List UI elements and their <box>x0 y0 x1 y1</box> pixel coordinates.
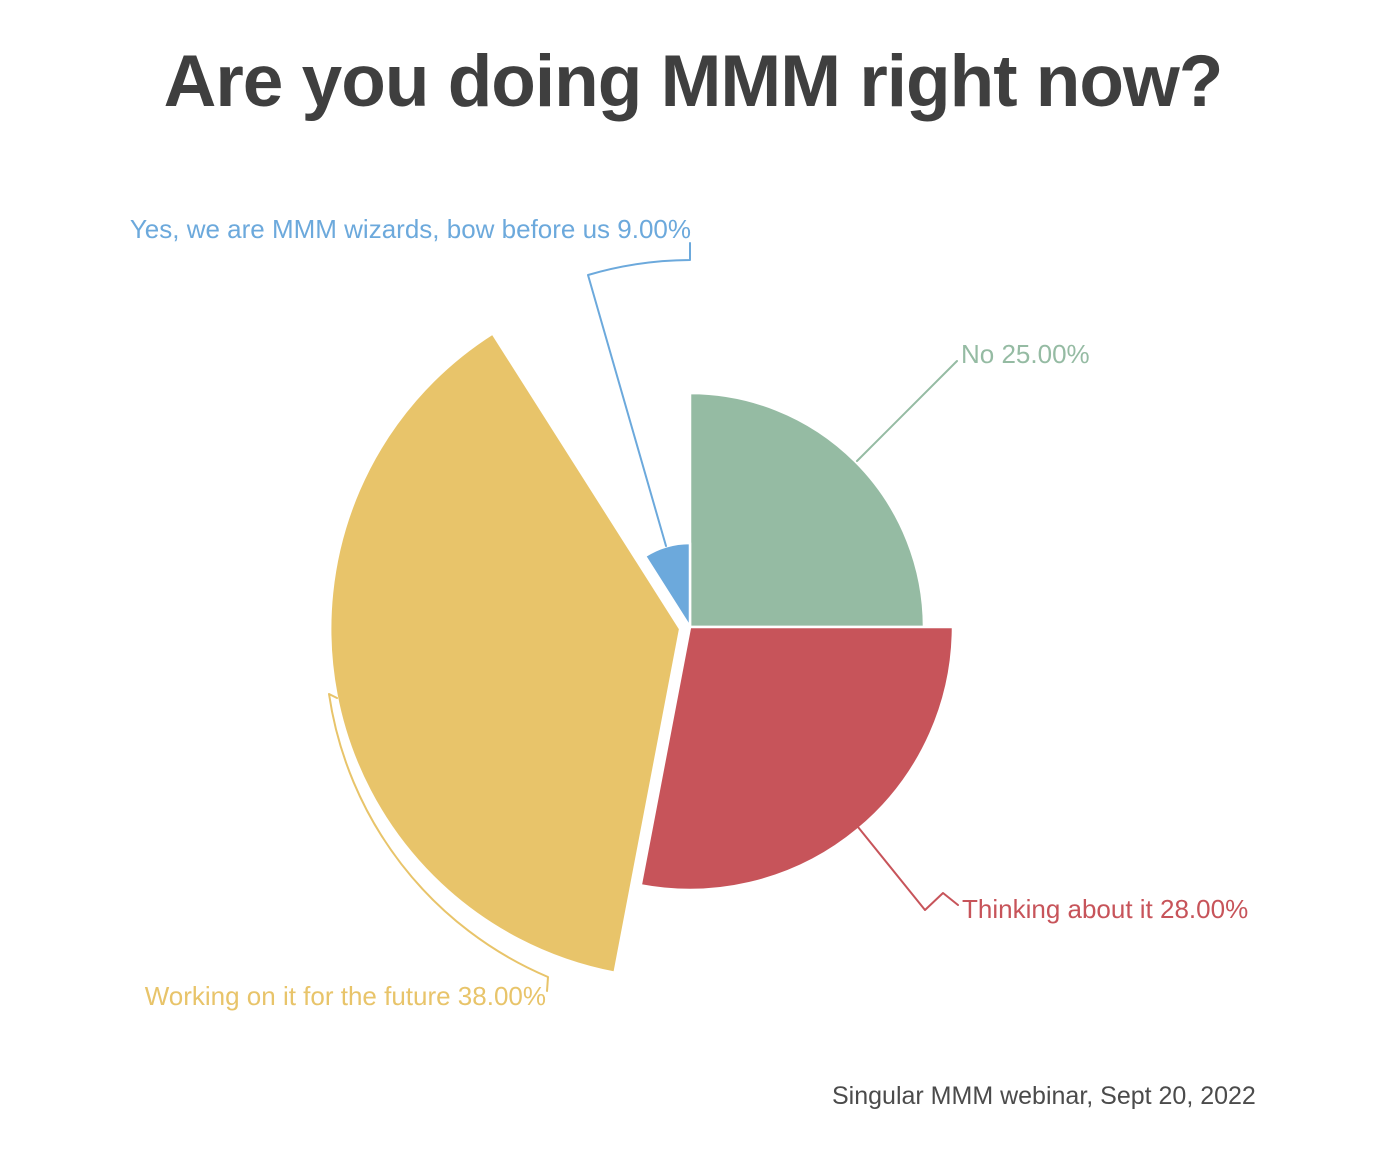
leader-line-yes-we-are-mmm-wizards <box>587 242 691 547</box>
slice-label-yes-we-are-mmm-wizards: Yes, we are MMM wizards, bow before us 9… <box>130 214 691 244</box>
pie-slice-thinking-about-it <box>639 625 955 892</box>
chart-title: Are you doing MMM right now? <box>163 41 1224 122</box>
slice-labels-group: No 25.00% Thinking about it 28.00% Worki… <box>130 214 1248 1011</box>
pie-slices-group <box>328 332 955 974</box>
leader-line-working-on-it-for-the-future <box>328 693 549 992</box>
slice-label-thinking-about-it: Thinking about it 28.00% <box>962 894 1248 924</box>
leader-line-thinking-about-it <box>857 826 959 911</box>
pie-slice-no <box>688 391 926 629</box>
pie-slice-working-on-it-for-the-future <box>328 332 682 974</box>
leader-lines-group <box>328 242 959 992</box>
slice-label-working-on-it-for-the-future: Working on it for the future 38.00% <box>145 981 546 1011</box>
leader-line-no <box>856 360 958 462</box>
slice-label-no: No 25.00% <box>961 339 1090 369</box>
chart-source-caption: Singular MMM webinar, Sept 20, 2022 <box>832 1082 1256 1110</box>
